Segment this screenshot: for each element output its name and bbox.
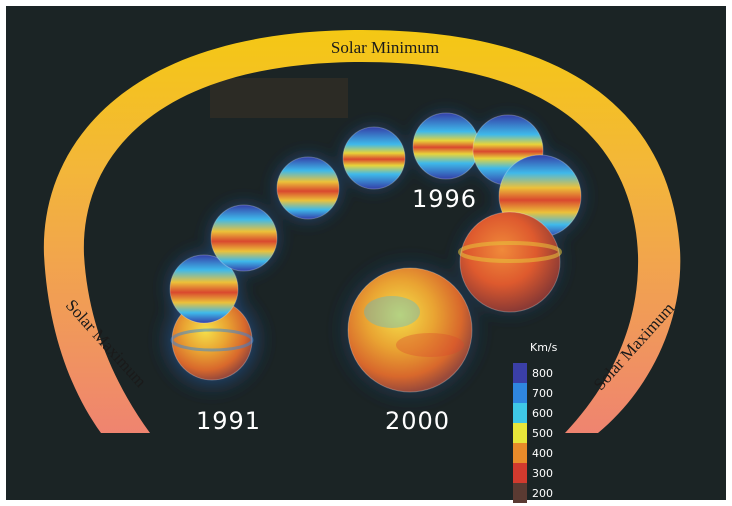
- sun-sphere-2000: [347, 267, 473, 393]
- year-label-1991: 1991: [196, 407, 261, 435]
- sun-sphere-4: [276, 156, 340, 220]
- sun-sphere-2: [169, 254, 239, 324]
- sun-sphere-3: [210, 204, 278, 272]
- colorbar-unit-label: Km/s: [530, 341, 558, 354]
- sun-sphere-9: [458, 211, 562, 313]
- dark-patch: [210, 78, 348, 118]
- colorbar-tick-300: 300: [532, 467, 553, 480]
- solar-minimum-label: Solar Minimum: [331, 38, 439, 57]
- colorbar-tick-800: 800: [532, 367, 553, 380]
- colorbar-tick-700: 700: [532, 387, 553, 400]
- colorbar-tick-500: 500: [532, 427, 553, 440]
- colorbar-swatch-700: [513, 383, 527, 403]
- colorbar-swatch-500: [513, 423, 527, 443]
- colorbar-swatch-200: [513, 483, 527, 503]
- colorbar-swatch-300: [513, 463, 527, 483]
- colorbar-tick-600: 600: [532, 407, 553, 420]
- solar-cycle-arc: [43, 30, 681, 433]
- year-label-2000: 2000: [385, 407, 450, 435]
- sun-sphere-1996: [412, 112, 480, 180]
- colorbar-swatch-800: [513, 363, 527, 383]
- colorbar-tick-200: 200: [532, 487, 553, 500]
- speed-colorbar: Km/s 800 700 600 500 400 300 200: [513, 341, 558, 503]
- colorbar-tick-400: 400: [532, 447, 553, 460]
- colorbar-swatch-400: [513, 443, 527, 463]
- year-label-1996: 1996: [412, 185, 477, 213]
- sun-sphere-5: [342, 126, 406, 190]
- colorbar-swatch-600: [513, 403, 527, 423]
